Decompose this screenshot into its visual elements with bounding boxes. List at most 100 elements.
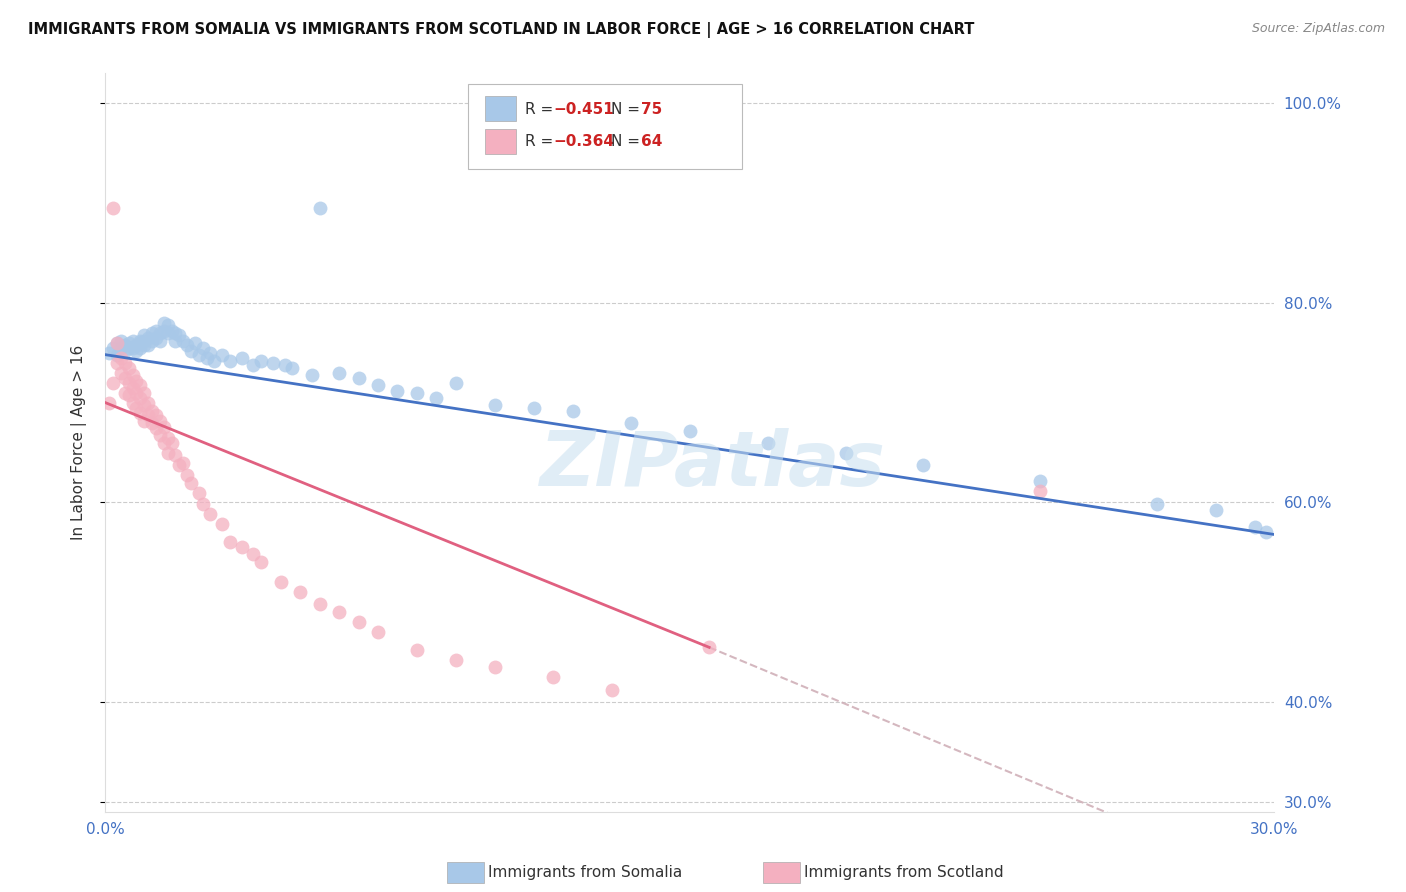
Point bbox=[176, 467, 198, 482]
Point bbox=[620, 416, 643, 430]
Point bbox=[152, 435, 174, 450]
Point bbox=[1146, 498, 1168, 512]
Point bbox=[172, 334, 194, 348]
Point bbox=[250, 556, 273, 570]
Point bbox=[912, 458, 935, 472]
Point bbox=[136, 331, 159, 345]
Point bbox=[125, 401, 148, 415]
FancyBboxPatch shape bbox=[485, 96, 516, 121]
Point bbox=[149, 414, 172, 428]
Point bbox=[114, 337, 136, 351]
Point bbox=[1256, 525, 1278, 540]
Point bbox=[105, 335, 128, 350]
Text: −0.364: −0.364 bbox=[553, 134, 614, 149]
Point bbox=[105, 348, 128, 362]
Point bbox=[328, 366, 350, 380]
Point bbox=[129, 406, 152, 420]
Point bbox=[134, 327, 156, 342]
Point bbox=[200, 508, 222, 522]
Point bbox=[145, 324, 167, 338]
Point bbox=[149, 427, 172, 442]
Point bbox=[118, 376, 141, 390]
Point bbox=[136, 395, 159, 409]
Point bbox=[98, 395, 121, 409]
Point bbox=[211, 517, 233, 532]
Point bbox=[270, 575, 292, 590]
Point bbox=[169, 327, 191, 342]
Point bbox=[219, 353, 242, 368]
Point bbox=[156, 445, 179, 459]
Text: Immigrants from Somalia: Immigrants from Somalia bbox=[488, 865, 682, 880]
Point bbox=[156, 431, 179, 445]
Point bbox=[176, 337, 198, 351]
Point bbox=[156, 318, 179, 332]
Point bbox=[195, 351, 218, 365]
Point bbox=[165, 448, 187, 462]
Point bbox=[1029, 483, 1052, 498]
Point bbox=[125, 337, 148, 351]
Point bbox=[180, 475, 202, 490]
Point bbox=[129, 335, 152, 350]
Point bbox=[110, 351, 132, 365]
FancyBboxPatch shape bbox=[485, 128, 516, 153]
Point bbox=[184, 335, 207, 350]
Point bbox=[141, 403, 163, 417]
Text: 75: 75 bbox=[641, 103, 662, 118]
Point bbox=[281, 360, 304, 375]
Point bbox=[141, 326, 163, 340]
Point bbox=[125, 374, 148, 388]
Point bbox=[134, 385, 156, 400]
Point bbox=[114, 356, 136, 370]
Point bbox=[134, 414, 156, 428]
Point bbox=[444, 653, 467, 667]
Point bbox=[187, 485, 209, 500]
Point bbox=[145, 420, 167, 434]
Point bbox=[129, 341, 152, 355]
Point bbox=[165, 326, 187, 340]
Point bbox=[301, 368, 323, 382]
Point bbox=[1205, 503, 1227, 517]
Point bbox=[152, 324, 174, 338]
Point bbox=[191, 341, 214, 355]
Point bbox=[387, 384, 409, 398]
Point bbox=[250, 353, 273, 368]
Point bbox=[160, 324, 183, 338]
Point bbox=[152, 316, 174, 330]
Point bbox=[118, 387, 141, 401]
Point bbox=[105, 335, 128, 350]
Point bbox=[110, 366, 132, 380]
Point bbox=[118, 335, 141, 350]
Point bbox=[101, 201, 124, 215]
Point bbox=[149, 334, 172, 348]
Point bbox=[121, 368, 143, 382]
Point bbox=[152, 419, 174, 434]
Point bbox=[141, 334, 163, 348]
Point bbox=[180, 343, 202, 358]
Point bbox=[134, 337, 156, 351]
Point bbox=[129, 391, 152, 405]
Point bbox=[600, 683, 623, 698]
Point bbox=[484, 660, 506, 674]
Point bbox=[121, 381, 143, 395]
Point bbox=[165, 334, 187, 348]
Point bbox=[756, 435, 779, 450]
Point bbox=[444, 376, 467, 390]
Text: −0.451: −0.451 bbox=[553, 103, 613, 118]
Text: 64: 64 bbox=[641, 134, 662, 149]
Point bbox=[134, 334, 156, 348]
Point bbox=[121, 341, 143, 355]
Text: R =: R = bbox=[524, 103, 558, 118]
Point bbox=[288, 585, 311, 599]
Point bbox=[114, 385, 136, 400]
Point bbox=[172, 456, 194, 470]
Point bbox=[347, 370, 370, 384]
Text: N =: N = bbox=[612, 103, 645, 118]
Point bbox=[1029, 474, 1052, 488]
Point bbox=[134, 398, 156, 412]
Text: IMMIGRANTS FROM SOMALIA VS IMMIGRANTS FROM SCOTLAND IN LABOR FORCE | AGE > 16 CO: IMMIGRANTS FROM SOMALIA VS IMMIGRANTS FR… bbox=[28, 22, 974, 38]
Point bbox=[160, 435, 183, 450]
Point bbox=[367, 625, 389, 640]
Point bbox=[231, 541, 253, 555]
Point bbox=[367, 377, 389, 392]
Point bbox=[273, 358, 295, 372]
